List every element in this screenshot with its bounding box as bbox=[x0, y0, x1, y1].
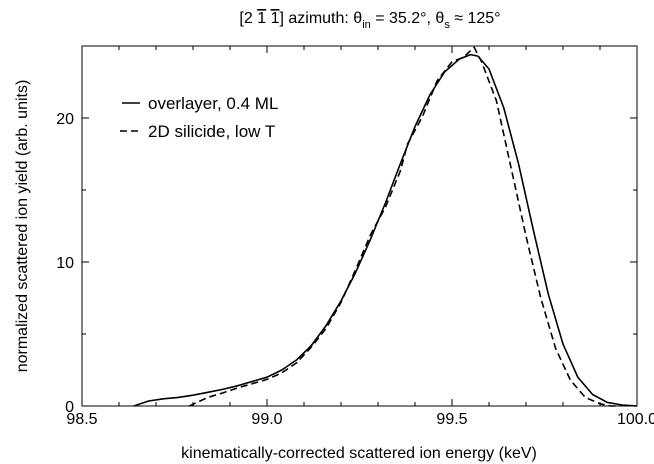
title-bar-index-2: 1 bbox=[271, 10, 280, 27]
legend: overlayer, 0.4 ML 2D silicide, low T bbox=[120, 94, 278, 141]
y-axis-label: normalized scattered ion yield (arb. uni… bbox=[14, 80, 31, 373]
x-tick-label: 100.0 bbox=[617, 411, 654, 428]
title-subscript-in: in bbox=[362, 19, 371, 31]
title-theta-s-value: ≈ 125° bbox=[450, 10, 501, 27]
x-tick-label: 99.0 bbox=[251, 411, 282, 428]
series-line-overlayer bbox=[133, 53, 638, 407]
legend-label-overlayer: overlayer, 0.4 ML bbox=[148, 94, 278, 113]
y-tick-label: 10 bbox=[56, 255, 74, 272]
title-bar-index-1: 1 bbox=[257, 10, 266, 27]
chart-title: [2 1 1] azimuth: θin = 35.2°, θs ≈ 125° bbox=[239, 10, 500, 31]
x-axis-label: kinematically-corrected scattered ion en… bbox=[181, 445, 537, 462]
x-tick-label: 99.5 bbox=[436, 411, 467, 428]
series-line-silicide bbox=[188, 46, 619, 407]
axis-ticks: 98.5 99.0 99.5 100.0 0 10 20 bbox=[56, 46, 654, 428]
plot-frame bbox=[81, 45, 638, 407]
title-azimuth: ] azimuth: θ bbox=[279, 10, 362, 27]
title-bracket-open: [2 bbox=[239, 10, 257, 27]
title-subscript-s: s bbox=[444, 19, 450, 31]
legend-label-silicide: 2D silicide, low T bbox=[148, 122, 275, 141]
y-tick-label: 20 bbox=[56, 111, 74, 128]
series-layer bbox=[133, 46, 638, 407]
x-tick-label: 98.5 bbox=[66, 411, 97, 428]
title-theta-in-value: = 35.2°, θ bbox=[371, 10, 445, 27]
y-tick-label: 0 bbox=[65, 399, 74, 416]
